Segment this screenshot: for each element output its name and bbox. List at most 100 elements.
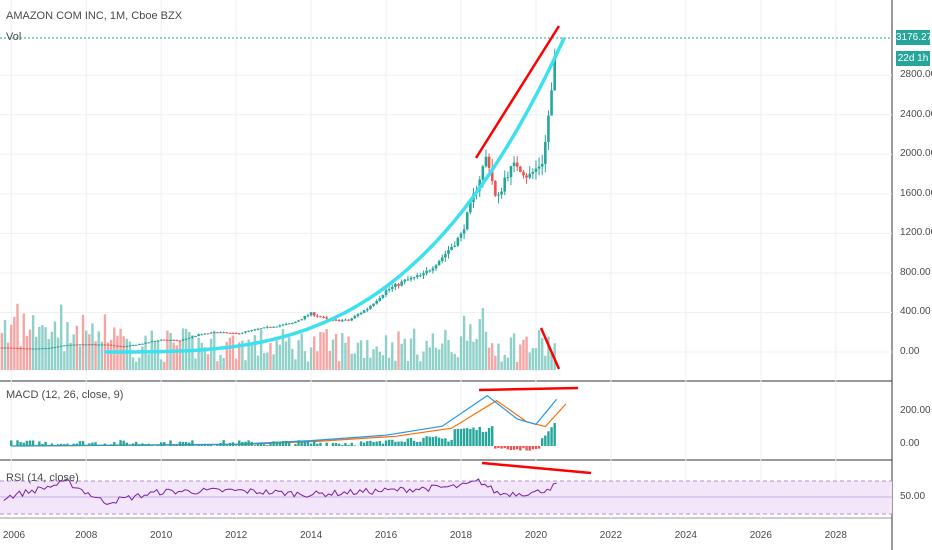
macd-histogram-bar <box>531 446 535 450</box>
macd-histogram-bar <box>309 443 313 446</box>
candle-body <box>525 175 528 178</box>
macd-histogram-bar <box>156 444 160 446</box>
macd-histogram-bar <box>122 440 125 446</box>
volume-bar <box>525 336 528 370</box>
candle-body <box>225 332 229 334</box>
volume-bar <box>53 321 57 370</box>
volume-bar <box>487 347 491 370</box>
macd-histogram-bar <box>125 442 129 446</box>
macd-histogram-bar <box>275 442 278 446</box>
volume-bar <box>128 341 132 370</box>
volume-bar <box>466 340 469 370</box>
macd-histogram-bar <box>138 444 141 446</box>
macd-histogram-bar <box>128 445 132 446</box>
volume-bar <box>387 357 391 370</box>
volume-bar <box>197 337 200 370</box>
macd-histogram-bar <box>191 440 194 446</box>
macd-histogram-bar <box>550 427 553 446</box>
time-tick-label: 2020 <box>524 530 548 541</box>
macd-histogram-bar <box>94 442 97 446</box>
volume-bar <box>412 328 416 370</box>
volume-bar <box>163 361 166 370</box>
candle-body <box>312 312 316 316</box>
volume-bar <box>63 351 66 370</box>
macd-histogram-bar <box>325 442 328 446</box>
volume-bar <box>500 361 503 370</box>
time-tick-label: 2008 <box>75 530 98 541</box>
volume-bar <box>341 332 344 370</box>
macd-histogram-bar <box>469 428 472 446</box>
candle-body <box>53 347 57 349</box>
volume-bar <box>397 331 400 370</box>
volume-bar <box>175 345 178 370</box>
candle-body <box>375 300 378 304</box>
macd-histogram-bar <box>297 440 300 446</box>
macd-histogram-bar <box>419 441 422 446</box>
volume-bar <box>350 353 353 370</box>
candle-body <box>0 347 4 349</box>
macd-histogram-bar <box>10 440 13 446</box>
volume-bar <box>31 315 35 370</box>
macd-line <box>11 394 558 447</box>
macd-histogram-bar <box>400 441 403 446</box>
volume-bar <box>269 342 272 370</box>
volume-bar <box>441 343 444 370</box>
volume-bar <box>316 351 319 370</box>
volume-bar <box>206 354 210 370</box>
macd-histogram-bar <box>288 442 291 446</box>
volume-bar <box>347 336 350 370</box>
volume-bar <box>25 335 29 370</box>
volume-bar <box>472 341 475 370</box>
candle-body <box>372 303 375 306</box>
volume-bar <box>13 316 16 370</box>
macd-histogram-bar <box>284 440 288 446</box>
candle-body <box>344 319 347 321</box>
candle-body <box>266 326 269 328</box>
candle-body <box>534 168 538 172</box>
volume-bar <box>294 359 297 370</box>
volume-bar <box>328 350 332 370</box>
volume-bar <box>456 357 460 370</box>
volume-bar <box>113 327 116 370</box>
candle-body <box>253 329 257 331</box>
volume-bar <box>56 337 60 370</box>
macd-histogram-bar <box>184 441 188 446</box>
time-tick-label: 2022 <box>599 530 623 541</box>
candle-body <box>259 328 263 330</box>
volume-bar <box>478 319 481 370</box>
price-tick-label: 0.00 <box>900 346 920 357</box>
candle-body <box>515 162 519 167</box>
candle-body <box>440 257 444 262</box>
volume-bar <box>353 353 357 370</box>
volume-bar <box>509 337 513 370</box>
candle-body <box>241 332 244 334</box>
candle-body <box>384 290 388 295</box>
volume-bar <box>303 351 307 370</box>
rsi-legend: RSI (14, close) <box>6 472 79 484</box>
candle-body <box>506 177 510 179</box>
candle-body <box>303 315 307 320</box>
macd-histogram-bar <box>134 441 138 446</box>
volume-bar <box>359 340 363 370</box>
macd-histogram-bar <box>406 438 410 446</box>
macd-histogram-bar <box>353 445 357 446</box>
candle-body <box>134 344 138 346</box>
volume-bar <box>35 336 38 370</box>
macd-histogram-bar <box>519 446 522 451</box>
macd-histogram-bar <box>103 443 107 446</box>
macd-histogram-bar <box>437 437 441 446</box>
time-tick-label: 2024 <box>674 530 697 541</box>
volume-bar <box>322 332 325 370</box>
volume-bar <box>191 335 194 370</box>
candle-body <box>28 348 32 350</box>
candle-body <box>415 275 419 278</box>
candle-body <box>94 344 97 346</box>
candle-body <box>44 348 47 350</box>
volume-bar <box>416 354 419 370</box>
volume-bar <box>325 329 328 370</box>
macd-histogram-bar <box>450 439 453 446</box>
macd-histogram-bar <box>347 444 350 446</box>
volume-bar <box>537 330 541 370</box>
candle-body <box>59 345 63 347</box>
